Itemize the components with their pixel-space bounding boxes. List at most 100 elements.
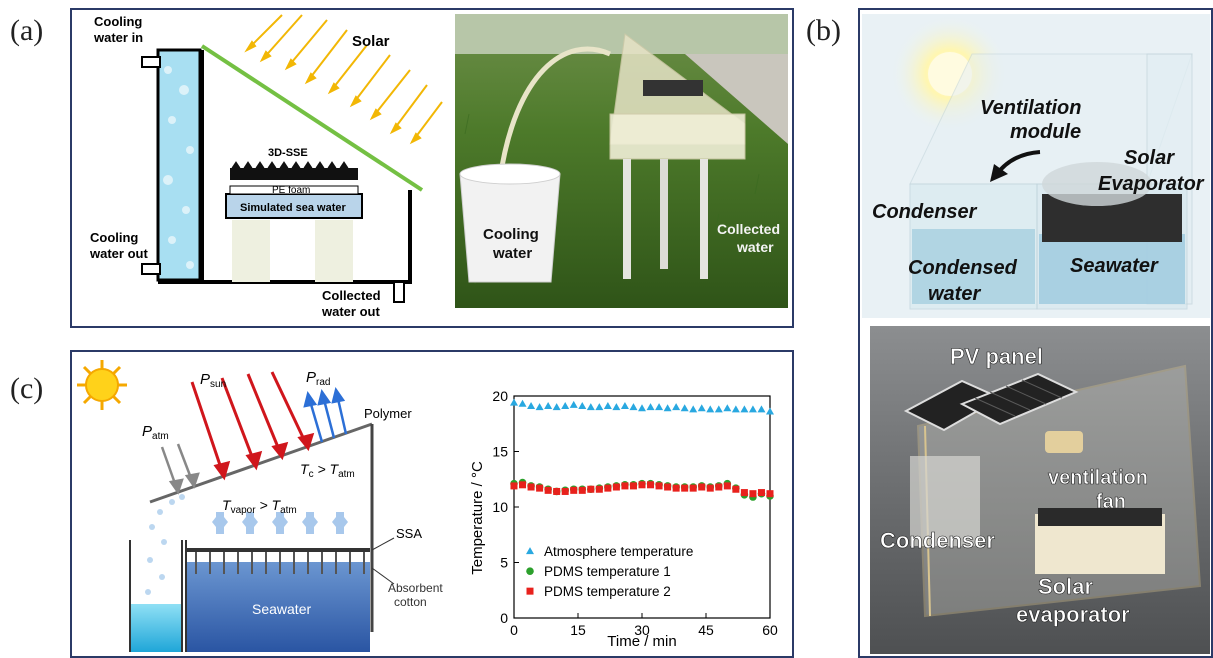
label-seawater: Seawater	[1070, 255, 1159, 277]
data-point-series-3	[647, 481, 654, 488]
label-ventilation-fan-2: fan	[1096, 491, 1126, 513]
data-point-series-1	[655, 403, 663, 410]
polymer-cover	[150, 424, 372, 502]
data-point-series-1	[681, 404, 689, 411]
data-point-series-3	[749, 490, 756, 497]
panel-b-render: Ventilation module Solar Evaporator Cond…	[862, 14, 1210, 318]
data-point-series-3	[613, 484, 620, 491]
panel-label-a: (a)	[10, 14, 43, 48]
label-cooling-water-out-2: water out	[89, 246, 148, 261]
panel-b-photo: PV panel ventilation fan Condenser Solar…	[870, 326, 1210, 654]
data-point-series-1	[527, 402, 535, 409]
data-point-series-1	[749, 405, 757, 412]
condensed-water	[130, 604, 182, 652]
data-point-series-1	[604, 402, 612, 409]
data-point-series-1	[536, 403, 544, 410]
sun-icon	[77, 360, 127, 410]
label-tatm-sub-1: atm	[338, 469, 355, 480]
legend-label-3: PDMS temperature 2	[544, 584, 671, 599]
legend-marker-3	[527, 588, 534, 595]
label-absorbent-2: cotton	[394, 595, 427, 609]
data-point-series-1	[757, 405, 765, 412]
label-pe-foam: PE foam	[272, 185, 310, 196]
cooling-column	[158, 50, 200, 280]
data-point-series-1	[723, 404, 731, 411]
label-p-rad-sub: rad	[316, 377, 330, 388]
data-point-series-1	[553, 403, 561, 410]
label-solar-evaporator-1: Solar	[1124, 147, 1175, 169]
data-point-series-1	[706, 405, 714, 412]
label-gt-2: > T	[256, 497, 282, 513]
label-solar-evaporator-photo-2: evaporator	[1016, 602, 1130, 627]
panel-a-schematic: Cooling water in Solar 3D-SSE PE foam Si…	[72, 10, 452, 326]
label-absorbent-1: Absorbent	[388, 581, 443, 595]
data-point-series-3	[562, 488, 569, 495]
panel-label-b: (b)	[806, 14, 841, 48]
data-point-series-3	[639, 481, 646, 488]
label-polymer: Polymer	[364, 406, 412, 421]
label-seawater-c: Seawater	[252, 601, 311, 617]
data-point-series-3	[630, 482, 637, 489]
label-p-sun-sub: sun	[210, 379, 226, 390]
temperature-chart: Temperature / °C Time / min 0 15 30 45 60051…	[462, 378, 790, 650]
data-point-series-3	[681, 485, 688, 492]
x-tick-label: 45	[698, 622, 714, 638]
label-condensed-water-1: Condensed	[908, 257, 1018, 279]
data-point-series-3	[579, 487, 586, 494]
legend-label-2: PDMS temperature 1	[544, 564, 671, 579]
ventilation-fan	[1045, 431, 1083, 453]
data-point-series-1	[544, 402, 552, 409]
svg-text:Patm: Patm	[142, 423, 169, 442]
data-point-series-1	[621, 402, 629, 409]
data-point-series-1	[698, 404, 706, 411]
label-sea-water: Simulated sea water	[240, 202, 346, 214]
label-ssa: SSA	[396, 526, 422, 541]
y-tick-label: 5	[500, 555, 508, 571]
data-point-series-1	[732, 405, 740, 412]
data-point-series-1	[689, 405, 697, 412]
data-point-series-3	[519, 481, 526, 488]
label-solar-evaporator-photo-1: Solar	[1038, 574, 1093, 599]
data-point-series-3	[604, 485, 611, 492]
data-point-series-3	[596, 486, 603, 493]
data-point-series-3	[664, 484, 671, 491]
label-cooling-water-1: Cooling	[483, 226, 539, 243]
data-point-series-3	[673, 485, 680, 492]
label-tvapor-sub: vapor	[231, 505, 257, 516]
x-tick-label: 60	[762, 622, 778, 638]
label-cooling-water-in-2: water in	[93, 30, 143, 45]
data-point-series-1	[510, 399, 518, 406]
label-3d-sse: 3D-SSE	[268, 147, 308, 159]
data-point-series-1	[638, 404, 646, 411]
label-collected-out-2: water out	[321, 304, 380, 319]
y-tick-label: 15	[492, 444, 508, 460]
data-point-series-3	[511, 482, 518, 489]
data-point-series-3	[690, 485, 697, 492]
x-tick-label: 30	[634, 622, 650, 638]
data-point-series-3	[553, 488, 560, 495]
label-cooling-water-2: water	[492, 245, 532, 262]
data-point-series-3	[732, 486, 739, 493]
label-p-sun: P	[200, 371, 210, 388]
x-tick-label: 15	[570, 622, 586, 638]
y-tick-label: 0	[500, 610, 508, 626]
data-point-series-3	[758, 489, 765, 496]
data-point-series-1	[519, 400, 527, 407]
data-point-series-3	[715, 484, 722, 491]
solar-rays-icon	[247, 15, 442, 142]
legend-label-1: Atmosphere temperature	[544, 544, 693, 559]
data-point-series-1	[570, 401, 578, 408]
data-point-series-1	[647, 403, 655, 410]
data-point-series-1	[612, 403, 620, 410]
data-point-series-1	[715, 405, 723, 412]
data-point-series-3	[698, 484, 705, 491]
legend-marker-2	[526, 567, 534, 575]
data-point-series-1	[664, 404, 672, 411]
chart-ylabel: Temperature / °C	[469, 461, 486, 575]
label-tatm-sub-2: atm	[280, 505, 297, 516]
label-solar: Solar	[352, 33, 390, 50]
label-solar-evaporator-2: Evaporator	[1098, 173, 1205, 195]
label-ventilation-1: Ventilation	[980, 97, 1081, 119]
label-p-atm: P	[142, 423, 152, 440]
label-ventilation-2: module	[1010, 121, 1081, 143]
